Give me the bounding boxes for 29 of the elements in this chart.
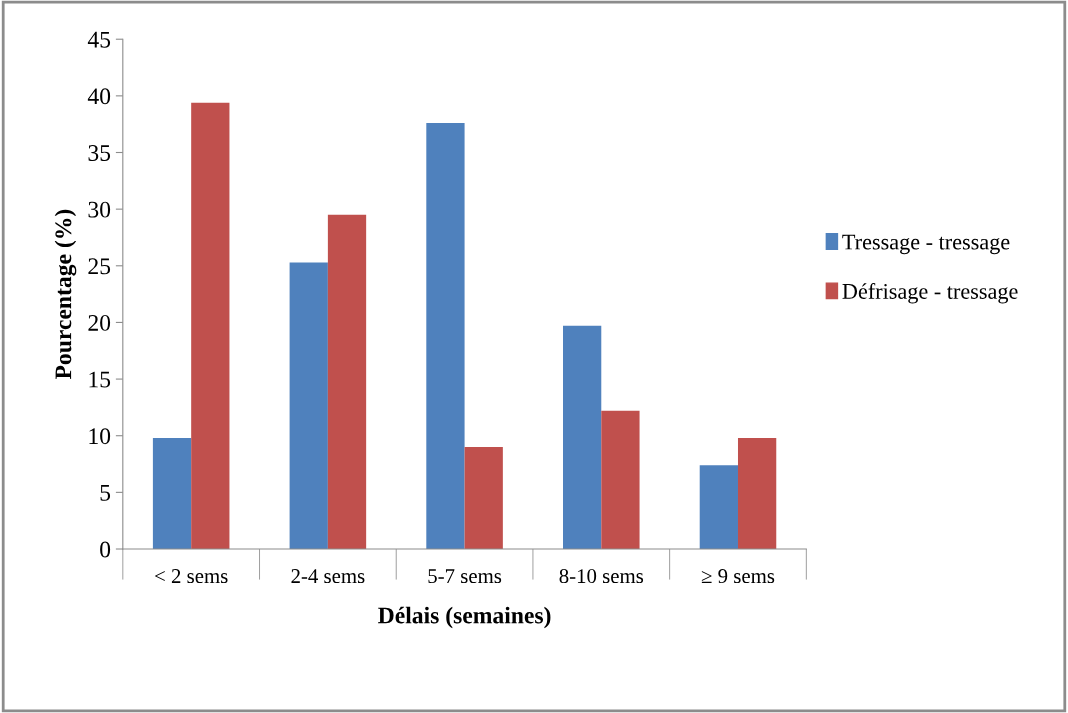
bar bbox=[426, 123, 465, 550]
x-tick-label: 2-4 sems bbox=[291, 569, 365, 584]
bar bbox=[699, 465, 738, 550]
bar bbox=[464, 447, 503, 550]
bar bbox=[601, 410, 640, 550]
bar bbox=[737, 437, 777, 550]
x-tick-label: 8-10 sems bbox=[559, 569, 644, 584]
y-tick-label: 5 bbox=[100, 485, 111, 501]
bar bbox=[289, 262, 328, 550]
bar bbox=[191, 102, 230, 550]
y-tick-label: 25 bbox=[88, 258, 111, 275]
x-tick-label: ≥ 9 sems bbox=[701, 569, 775, 584]
y-tick-label: 45 bbox=[87, 31, 111, 48]
y-tick-label: 15 bbox=[89, 371, 111, 388]
y-tick-label: 40 bbox=[87, 88, 111, 105]
x-tick-label: 5-7 sems bbox=[428, 569, 502, 584]
legend-label: Tressage - tressage bbox=[842, 234, 1010, 255]
bar bbox=[152, 437, 192, 550]
x-tick-label: < 2 sems bbox=[155, 569, 228, 584]
y-tick-label: 10 bbox=[89, 428, 111, 445]
y-axis-title: Pourcentage (%) bbox=[54, 209, 77, 380]
x-axis-title: Délais (semaines) bbox=[378, 606, 551, 629]
legend-label: Défrisage - tressage bbox=[842, 283, 1018, 304]
y-tick-label: 35 bbox=[88, 145, 111, 161]
bar bbox=[563, 325, 602, 550]
y-tick-label: 0 bbox=[100, 541, 111, 558]
y-tick-label: 30 bbox=[88, 201, 111, 218]
bar bbox=[327, 214, 367, 550]
y-tick-label: 20 bbox=[88, 314, 111, 331]
